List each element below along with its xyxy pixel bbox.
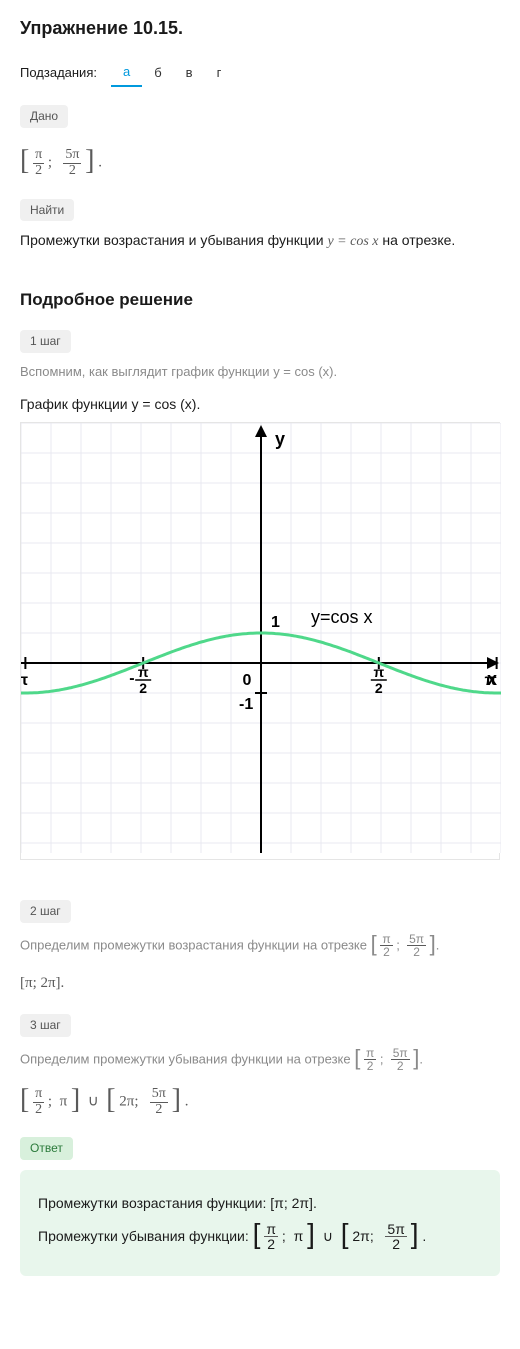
- svg-text:y: y: [275, 429, 285, 449]
- step3-desc: Определим промежутки убывания функции на…: [20, 1047, 500, 1073]
- step2-chip: 2 шаг: [20, 900, 71, 923]
- svg-text:0: 0: [243, 672, 252, 689]
- svg-text:π: π: [373, 664, 384, 680]
- solution-heading: Подробное решение: [20, 288, 500, 312]
- step1-chip: 1 шаг: [20, 330, 71, 353]
- tab-a[interactable]: а: [111, 59, 142, 87]
- svg-text:y=cos x: y=cos x: [311, 607, 373, 627]
- answer-chip: Ответ: [20, 1137, 73, 1160]
- step2-result: [π; 2π].: [20, 973, 500, 994]
- tab-b[interactable]: б: [142, 60, 173, 86]
- cos-graph-svg: yxy=cos x-π-π20π2π1-1: [21, 423, 501, 853]
- tab-v[interactable]: в: [174, 60, 205, 86]
- given-interval: [ π2 ; 5π2 ] .: [20, 148, 500, 178]
- step2-desc: Определим промежутки возрастания функции…: [20, 933, 500, 959]
- step3-result: [ π2 ; π ] ∪ [ 2π; 5π2 ] .: [20, 1087, 500, 1117]
- svg-text:-: -: [129, 670, 134, 687]
- svg-text:π: π: [138, 664, 149, 680]
- svg-text:1: 1: [271, 614, 280, 631]
- answer-line1: Промежутки возрастания функции: [π; 2π].: [38, 1194, 482, 1214]
- answer-line2: Промежутки убывания функции: [ π2 ; π ] …: [38, 1222, 482, 1252]
- find-text: Промежутки возрастания и убывания функци…: [20, 231, 500, 252]
- given-chip: Дано: [20, 105, 68, 128]
- svg-text:-π: -π: [21, 672, 28, 689]
- graph-caption: График функции y = cos (x).: [20, 395, 500, 415]
- step3-chip: 3 шаг: [20, 1014, 71, 1037]
- answer-box: Промежутки возрастания функции: [π; 2π].…: [20, 1170, 500, 1276]
- subtasks-row: Подзадания: а б в г: [20, 59, 500, 87]
- svg-text:2: 2: [139, 680, 147, 696]
- tab-g[interactable]: г: [205, 60, 234, 86]
- svg-text:-1: -1: [239, 696, 253, 713]
- exercise-title: Упражнение 10.15.: [20, 16, 500, 41]
- step1-desc: Вспомним, как выглядит график функции y …: [20, 363, 500, 381]
- find-chip: Найти: [20, 199, 74, 222]
- subtasks-label: Подзадания:: [20, 64, 97, 82]
- svg-text:π: π: [484, 672, 496, 689]
- svg-text:2: 2: [375, 680, 383, 696]
- cos-graph: yxy=cos x-π-π20π2π1-1: [20, 422, 500, 860]
